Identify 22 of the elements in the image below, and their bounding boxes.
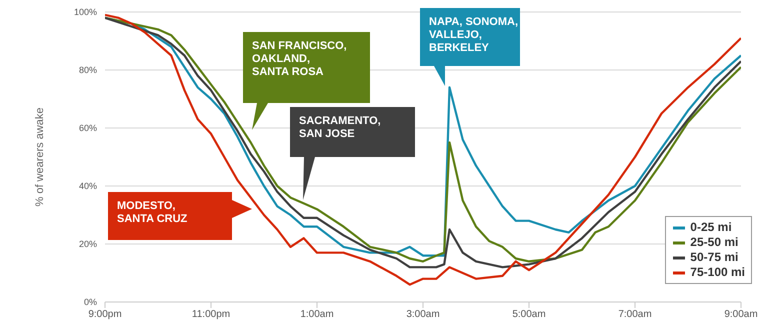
legend-label: 75-100 mi bbox=[690, 265, 745, 280]
legend-label: 0-25 mi bbox=[690, 220, 732, 235]
legend-label: 25-50 mi bbox=[690, 235, 738, 250]
x-tick-label: 7:00am bbox=[618, 309, 652, 320]
x-tick-label: 5:00am bbox=[512, 309, 546, 320]
annotation: SAN FRANCISCO, OAKLAND, SANTA ROSA bbox=[252, 40, 347, 78]
y-tick-label: 0% bbox=[84, 297, 97, 308]
annotation: SACRAMENTO, SAN JOSE bbox=[299, 115, 381, 140]
y-tick-label: 40% bbox=[78, 181, 97, 192]
x-tick-label: 3:00am bbox=[406, 309, 440, 320]
x-tick-label: 11:00pm bbox=[192, 309, 230, 320]
y-tick-label: 80% bbox=[78, 65, 97, 76]
x-tick-label: 9:00pm bbox=[88, 309, 122, 320]
y-tick-label: 100% bbox=[74, 7, 97, 18]
legend-label: 50-75 mi bbox=[690, 250, 738, 265]
annotation: MODESTO, SANTA CRUZ bbox=[117, 200, 188, 225]
y-tick-label: 20% bbox=[78, 239, 97, 250]
x-tick-label: 9:00am bbox=[724, 309, 758, 320]
x-tick-label: 1:00am bbox=[300, 309, 334, 320]
y-axis-title: % of wearers awake bbox=[34, 107, 46, 207]
y-tick-label: 60% bbox=[78, 123, 97, 134]
annotation: NAPA, SONOMA, VALLEJO, BERKELEY bbox=[429, 16, 518, 54]
